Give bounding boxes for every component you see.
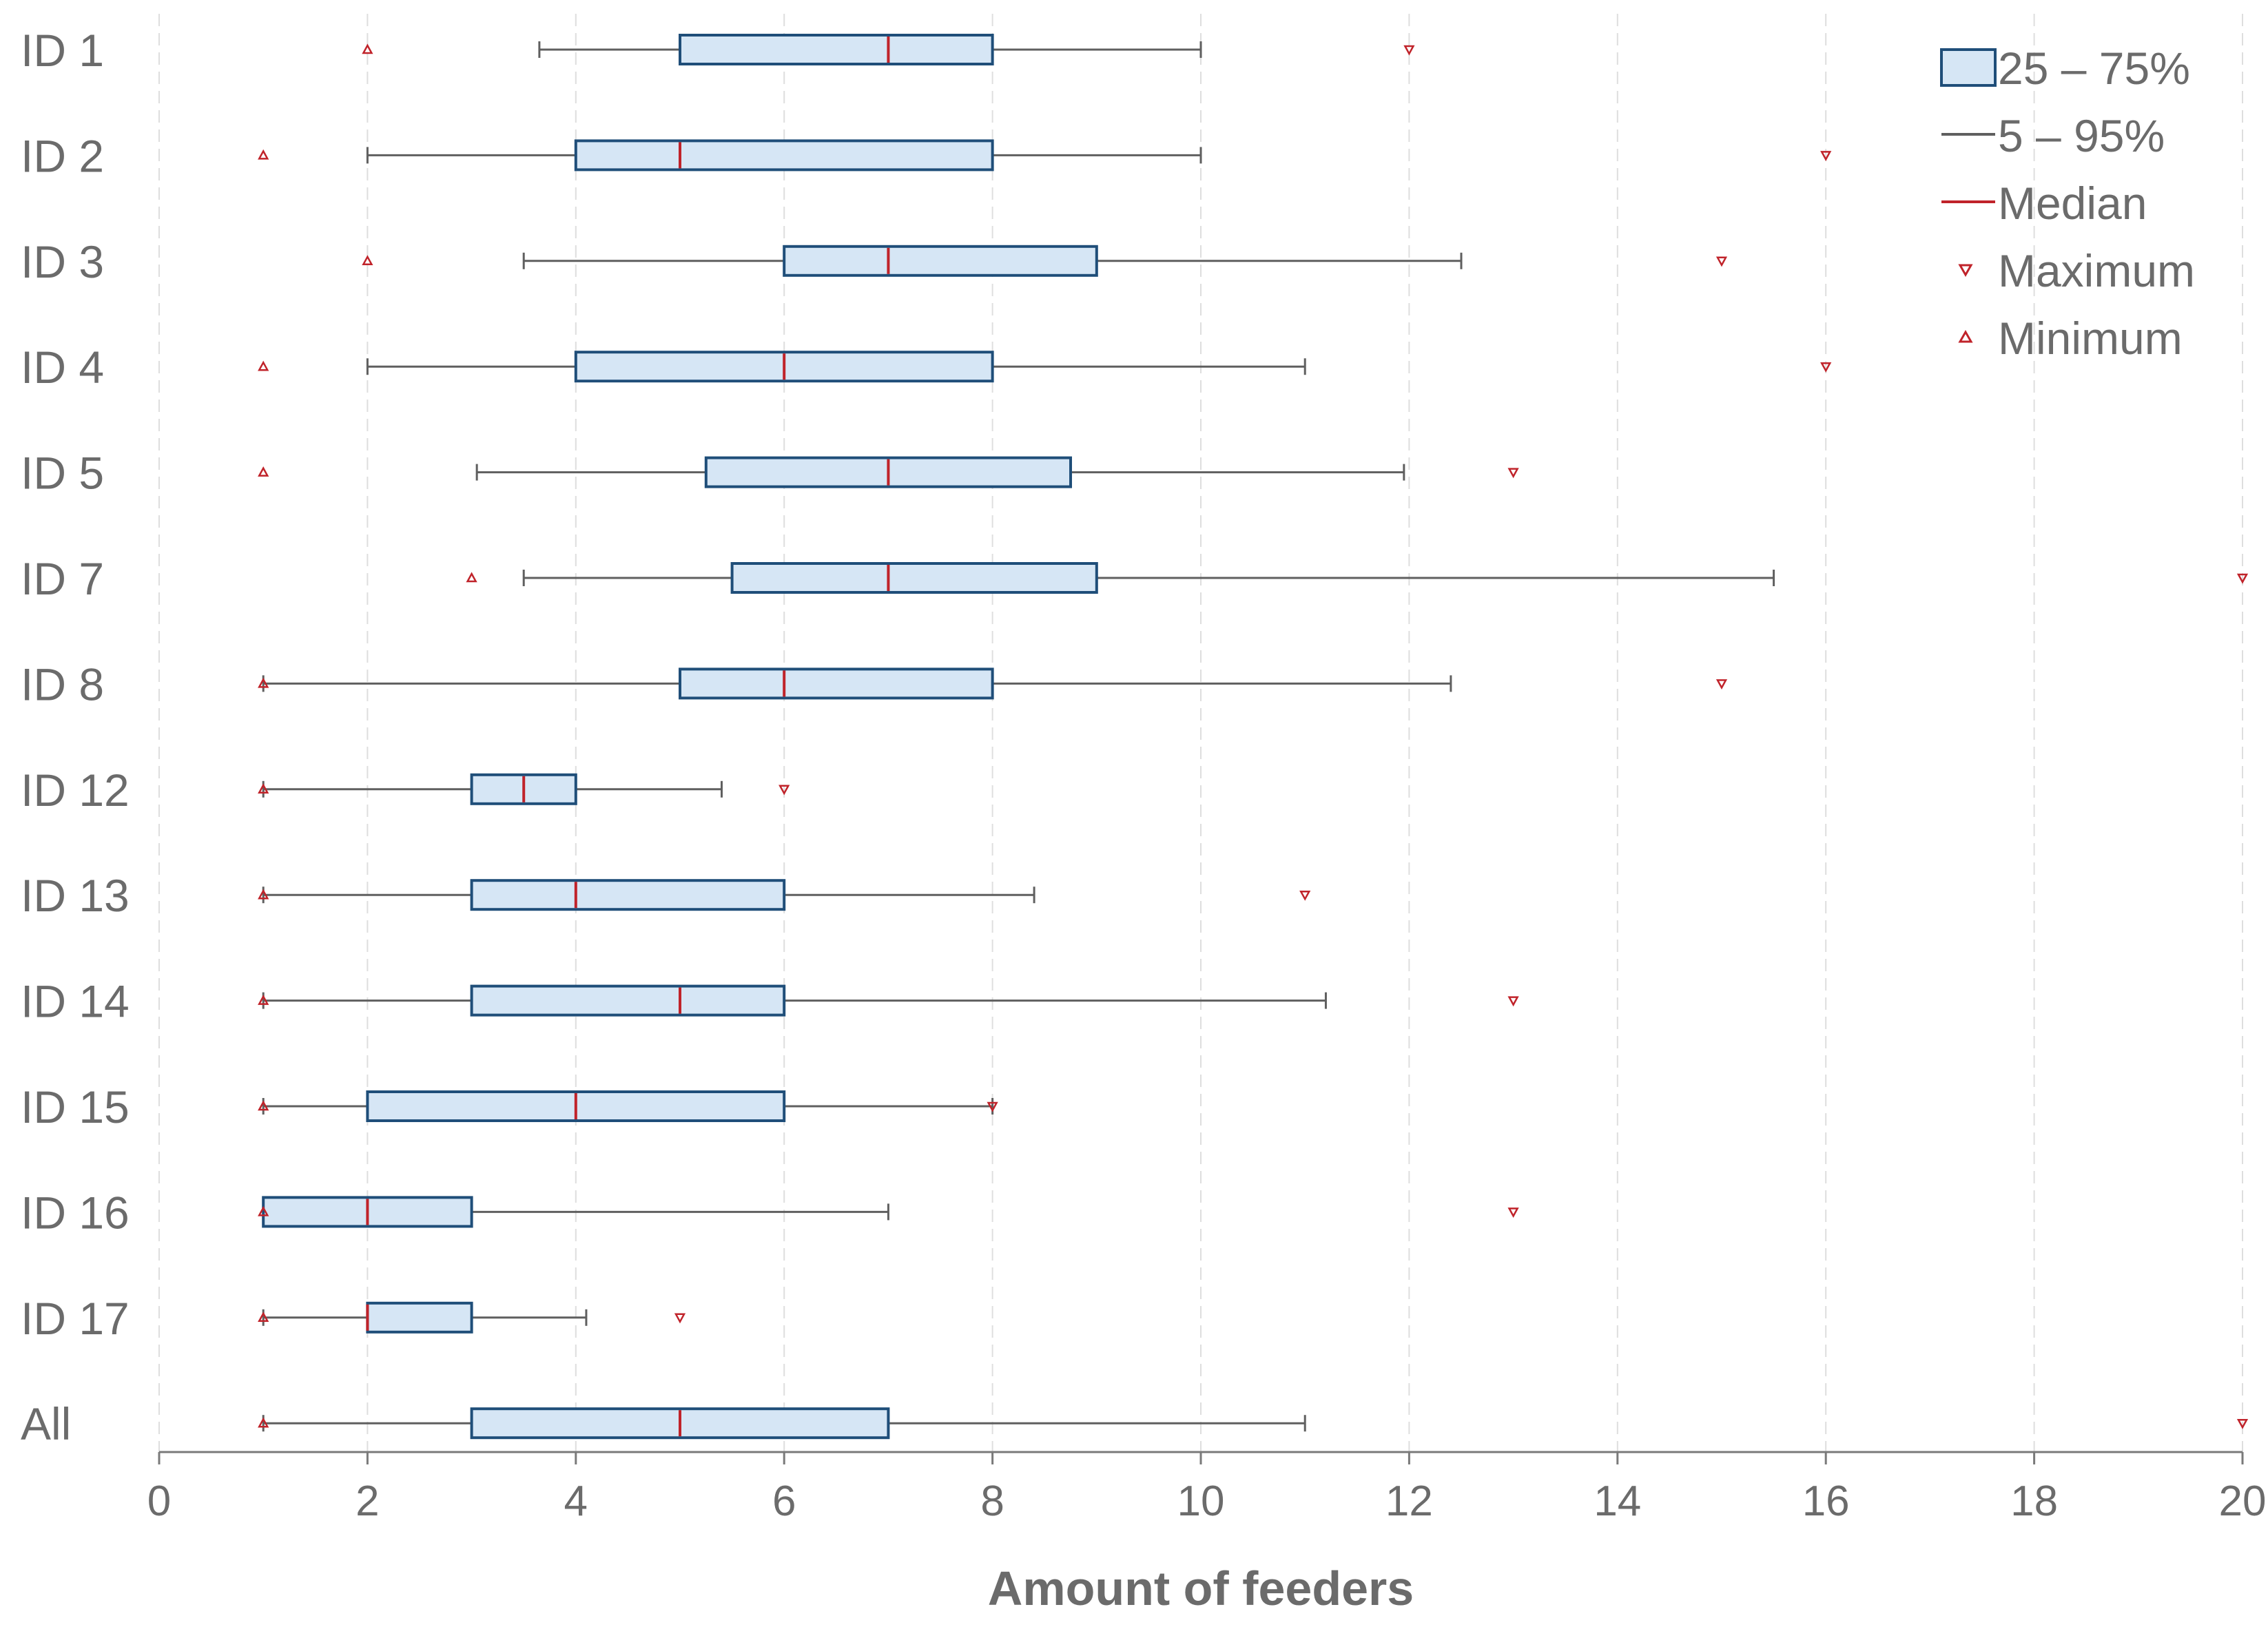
box-row-id-8 bbox=[258, 667, 1728, 700]
category-label-id-15: ID 15 bbox=[21, 1081, 130, 1132]
iqr-box bbox=[679, 34, 994, 65]
x-axis-title: Amount of feeders bbox=[988, 1562, 1414, 1615]
maximum-marker bbox=[1507, 1208, 1519, 1219]
minimum-marker bbox=[258, 1417, 269, 1428]
minimum-marker bbox=[258, 677, 269, 688]
minimum-marker bbox=[258, 1312, 269, 1323]
box-row-id-4 bbox=[258, 351, 1832, 383]
category-label-id-13: ID 13 bbox=[21, 870, 130, 921]
minimum-marker bbox=[466, 572, 477, 583]
category-label-id-5: ID 5 bbox=[21, 448, 104, 499]
iqr-box bbox=[783, 245, 1098, 277]
maximum-marker bbox=[1715, 679, 1728, 690]
legend: 25 – 75% 5 – 95% Median Maximum Minimum bbox=[1940, 43, 2195, 364]
category-label-id-7: ID 7 bbox=[21, 553, 104, 604]
x-tick-label-16: 16 bbox=[1802, 1478, 1850, 1525]
category-label-id-16: ID 16 bbox=[21, 1187, 130, 1238]
maximum-marker bbox=[1715, 256, 1728, 267]
x-tick-label-0: 0 bbox=[147, 1478, 171, 1525]
box-row-id-12 bbox=[258, 773, 790, 805]
box-row-id-14 bbox=[258, 984, 1519, 1017]
x-tick-label-4: 4 bbox=[564, 1478, 588, 1525]
x-tick-label-8: 8 bbox=[980, 1478, 1004, 1525]
x-tick-label-10: 10 bbox=[1177, 1478, 1225, 1525]
category-label-id-17: ID 17 bbox=[21, 1293, 130, 1344]
x-tick-label-18: 18 bbox=[2010, 1478, 2058, 1525]
x-axis: 0 2 4 6 8 10 12 14 16 18 20 bbox=[147, 1451, 2267, 1525]
category-label-all: All bbox=[21, 1398, 71, 1449]
category-label-id-4: ID 4 bbox=[21, 342, 104, 393]
minimum-marker bbox=[258, 783, 269, 794]
maximum-marker bbox=[1299, 890, 1311, 901]
maximum-marker bbox=[987, 1101, 998, 1112]
x-tick-label-6: 6 bbox=[772, 1478, 796, 1525]
minimum-marker bbox=[258, 466, 269, 477]
minimum-marker bbox=[362, 255, 373, 266]
minimum-marker bbox=[258, 149, 269, 160]
x-tick-label-14: 14 bbox=[1594, 1478, 1641, 1525]
legend-box-swatch bbox=[1940, 48, 1997, 87]
box-row-id-17 bbox=[258, 1301, 686, 1334]
boxes bbox=[258, 34, 2249, 1440]
maximum-marker bbox=[1507, 468, 1519, 479]
category-label-id-3: ID 3 bbox=[21, 236, 104, 287]
maximum-marker bbox=[1403, 45, 1415, 56]
box-row-id-1 bbox=[362, 34, 1415, 65]
box-row-id-15 bbox=[258, 1090, 998, 1122]
legend-maximum-marker bbox=[1958, 264, 1973, 278]
x-tick-label-20: 20 bbox=[2219, 1478, 2267, 1525]
minimum-marker bbox=[362, 43, 373, 54]
legend-whisker-label: 5 – 95% bbox=[1998, 110, 2165, 161]
minimum-marker bbox=[258, 1205, 269, 1216]
grid-lines bbox=[158, 14, 2243, 1452]
minimum-marker bbox=[258, 1100, 269, 1111]
box-row-id-5 bbox=[258, 456, 1519, 488]
maximum-marker bbox=[1820, 362, 1832, 373]
box-row-id-7 bbox=[466, 562, 2249, 594]
x-tick-label-12: 12 bbox=[1385, 1478, 1433, 1525]
box-row-id-13 bbox=[258, 879, 1311, 911]
legend-minimum-marker bbox=[1958, 329, 1973, 343]
minimum-marker bbox=[258, 889, 269, 900]
iqr-box bbox=[366, 1301, 473, 1334]
category-label-id-14: ID 14 bbox=[21, 976, 130, 1027]
box-row-id-2 bbox=[258, 139, 1832, 172]
maximum-marker bbox=[1820, 151, 1832, 162]
minimum-marker bbox=[258, 360, 269, 371]
iqr-box bbox=[470, 879, 786, 911]
category-label-id-12: ID 12 bbox=[21, 765, 130, 816]
iqr-box bbox=[470, 984, 786, 1017]
category-labels: ID 1 ID 2 ID 3 ID 4 ID 5 ID 7 ID 8 ID 12 ID 13 ID… bbox=[21, 25, 130, 1449]
box-row-id-3 bbox=[362, 245, 1728, 277]
iqr-box bbox=[679, 667, 994, 700]
category-label-id-8: ID 8 bbox=[21, 659, 104, 709]
iqr-box bbox=[574, 139, 994, 172]
maximum-marker bbox=[2236, 573, 2249, 584]
maximum-marker bbox=[2236, 1418, 2249, 1429]
legend-median-label: Median bbox=[1998, 178, 2147, 229]
category-label-id-2: ID 2 bbox=[21, 130, 104, 181]
legend-minimum-label: Minimum bbox=[1998, 313, 2183, 364]
legend-box-label: 25 – 75% bbox=[1998, 43, 2190, 94]
maximum-marker bbox=[779, 785, 790, 796]
maximum-marker bbox=[1507, 996, 1519, 1007]
box-row-id-16 bbox=[258, 1196, 1519, 1228]
legend-maximum-label: Maximum bbox=[1998, 245, 2195, 296]
box-row-all bbox=[258, 1407, 2249, 1440]
category-label-id-1: ID 1 bbox=[21, 25, 104, 76]
maximum-marker bbox=[674, 1313, 686, 1324]
iqr-box bbox=[730, 562, 1098, 594]
x-tick-label-2: 2 bbox=[355, 1478, 379, 1525]
minimum-marker bbox=[258, 994, 269, 1005]
